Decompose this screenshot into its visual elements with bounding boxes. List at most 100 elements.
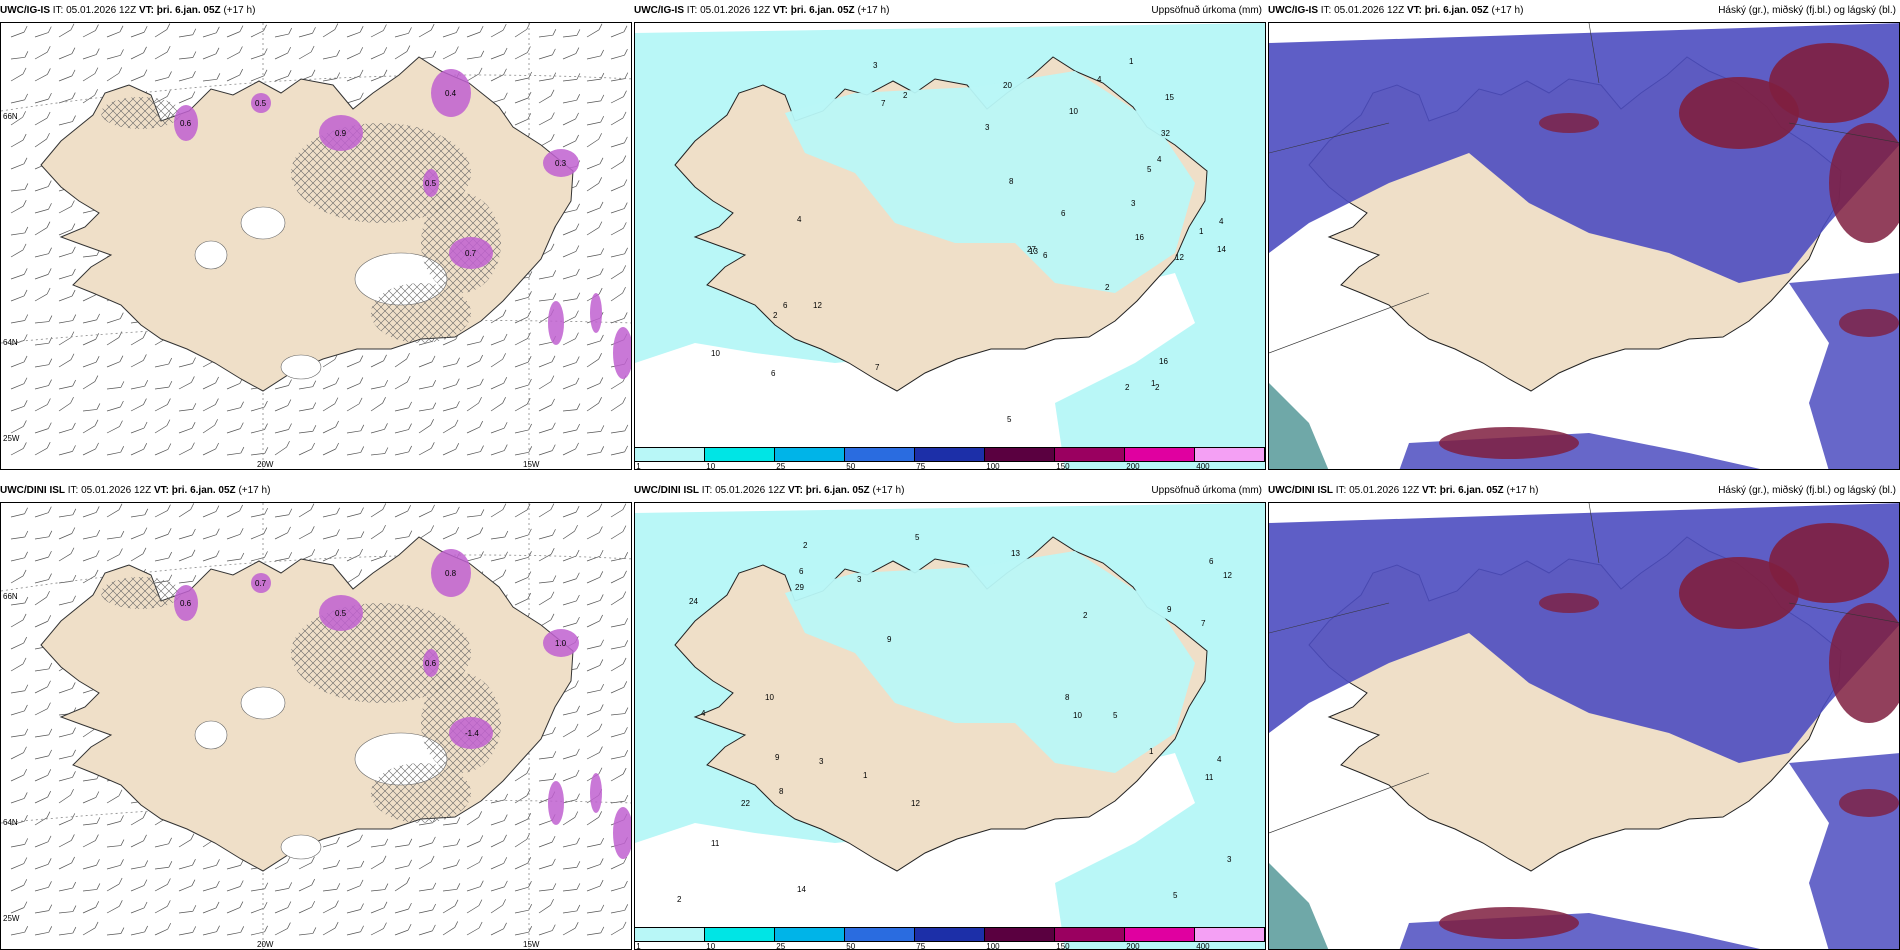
panel-header: UWC/DINI ISL IT: 05.01.2026 12Z VT: þri.… <box>1268 480 1900 502</box>
low-cloud <box>1269 383 1329 469</box>
colorbar-swatch <box>985 928 1055 941</box>
panel-header: UWC/DINI ISL IT: 05.01.2026 12Z VT: þri.… <box>634 480 1266 502</box>
precip-value: 5 <box>1173 891 1178 900</box>
colorbar-swatch <box>985 448 1055 461</box>
precip-value: 4 <box>797 215 802 224</box>
wind-vv-panel-bottom: UWC/DINI ISL IT: 05.01.2026 12Z VT: þri.… <box>0 480 632 950</box>
colorbar-label: 75 <box>916 942 926 950</box>
vv-blob <box>543 629 579 657</box>
precip-value: 13 <box>1011 549 1020 558</box>
vertical-velocity <box>174 69 631 379</box>
hatch <box>101 97 181 129</box>
precip-value: 5 <box>1113 711 1118 720</box>
precip-value: 3 <box>873 61 878 70</box>
vv-blob <box>423 169 439 197</box>
header-it: 05.01.2026 12Z <box>81 485 152 496</box>
precip-value: 6 <box>1061 209 1066 218</box>
precip-value: 20 <box>1003 81 1012 90</box>
map-area: 2 1 6 4 3 2 16 12 27 32 16 13 20 14 10 15 4 3 5 6 7 8 2 4 6 3 1 2 5 7… <box>634 22 1266 470</box>
colorbar-label: 150 <box>1056 942 1070 950</box>
precip-value: 7 <box>1201 619 1206 628</box>
colorbar-swatch <box>915 448 985 461</box>
header-lead: (+17 h) <box>223 5 256 16</box>
precip-value: 1 <box>1151 379 1156 388</box>
vv-blob <box>431 69 471 117</box>
colorbar-label: 75 <box>916 462 926 470</box>
precip-value: 6 <box>1043 251 1048 260</box>
vv-label: 0.6 <box>180 599 192 608</box>
header-it-label: IT: <box>52 5 64 16</box>
colorbar-label: 50 <box>846 462 856 470</box>
header-model: UWC/IG-IS <box>0 5 50 16</box>
high-cloud <box>1539 113 1599 133</box>
vv-blob <box>590 293 602 333</box>
vv-blob <box>449 717 493 749</box>
graticule <box>1269 503 1899 834</box>
header-it-label: IT: <box>701 485 713 496</box>
header-lead: (+17 h) <box>872 485 905 496</box>
header-vt-label: VT: <box>1421 485 1437 496</box>
header-vt-label: VT: <box>787 485 803 496</box>
cloud-panel-bottom: UWC/DINI ISL IT: 05.01.2026 12Z VT: þri.… <box>1268 480 1900 950</box>
colorbar-swatch <box>845 928 915 941</box>
vv-blob <box>251 573 271 593</box>
precip-value: 3 <box>985 123 990 132</box>
header-model: UWC/IG-IS <box>1268 5 1318 16</box>
header-vt: þri. 6.jan. 05Z <box>1439 485 1504 496</box>
precip-value: 1 <box>863 771 868 780</box>
vv-blob <box>174 585 198 621</box>
grid-label: 20W <box>257 460 274 469</box>
glacier <box>240 686 286 720</box>
header-lead: (+17 h) <box>1491 5 1524 16</box>
map-area: 2 4 11 10 3 5 9 22 29 24 12 14 13 8 6 5 3 7 9 1 2 3 12 11 8 10 9 4 5… <box>634 502 1266 950</box>
precip-value: 7 <box>881 99 886 108</box>
header-it: 05.01.2026 12Z <box>66 5 137 16</box>
precip-value: 4 <box>1219 217 1224 226</box>
precip-value: 3 <box>857 575 862 584</box>
precip-panel-bottom: UWC/DINI ISL IT: 05.01.2026 12Z VT: þri.… <box>634 480 1266 950</box>
header-it: 05.01.2026 12Z <box>1349 485 1420 496</box>
vv-blob <box>423 649 439 677</box>
vv-labels: 0.6 0.7 0.5 0.8 1.0 0.6 -1.4 <box>180 569 567 738</box>
header-model: UWC/IG-IS <box>634 5 684 16</box>
vv-blob <box>590 773 602 813</box>
vv-blob <box>174 105 198 141</box>
colorbar-swatch <box>845 448 915 461</box>
graticule <box>1269 23 1899 354</box>
map-svg: 0.6 0.7 0.5 0.8 1.0 0.6 -1.4 66N 64N 20W 15W 25W <box>1 503 631 949</box>
colorbar-label: 400 <box>1196 462 1210 470</box>
vv-label: 0.5 <box>335 609 347 618</box>
header-model: UWC/DINI ISL <box>634 485 699 496</box>
header-vt: þri. 6.jan. 05Z <box>1424 5 1489 16</box>
map-svg <box>1269 503 1899 949</box>
colorbar-swatch <box>1125 448 1195 461</box>
vv-label: 0.9 <box>335 129 347 138</box>
precip-value: 4 <box>701 709 706 718</box>
precip-value: 14 <box>797 885 806 894</box>
glacier <box>240 206 286 240</box>
map-area: 0.6 0.5 0.9 0.4 0.3 0.5 0.7 66N 64N 20W 15W 25W <box>0 22 632 470</box>
precip-values: 2411103592229241214138653791231211810945… <box>677 533 1232 904</box>
precip-value: 9 <box>887 635 892 644</box>
precip-value: 12 <box>813 301 822 310</box>
high-cloud <box>1839 309 1899 337</box>
precip-value: 3 <box>819 757 824 766</box>
high-cloud <box>1679 557 1799 629</box>
vv-blob <box>431 549 471 597</box>
precip-value: 27 <box>1027 245 1036 254</box>
precip-value: 1 <box>1149 747 1154 756</box>
map-area: 0.6 0.7 0.5 0.8 1.0 0.6 -1.4 66N 64N 20W 15W 25W <box>0 502 632 950</box>
vv-label: 0.6 <box>425 659 437 668</box>
header-it-label: IT: <box>1320 5 1332 16</box>
colorbar-swatch <box>1195 928 1265 941</box>
precip-value: 6 <box>799 567 804 576</box>
grid-label: 15W <box>523 940 540 949</box>
precip-value: 9 <box>775 753 780 762</box>
vv-blob <box>613 807 631 859</box>
precip-colorbar: 1 10 25 50 75 100 150 200 400 <box>635 447 1265 469</box>
high-cloud <box>1769 43 1889 123</box>
grid-label: 66N <box>3 592 18 601</box>
precip-value: 15 <box>1165 93 1174 102</box>
map-svg: 2411103592229241214138653791231211810945… <box>635 503 1265 949</box>
vv-blob <box>319 115 363 151</box>
